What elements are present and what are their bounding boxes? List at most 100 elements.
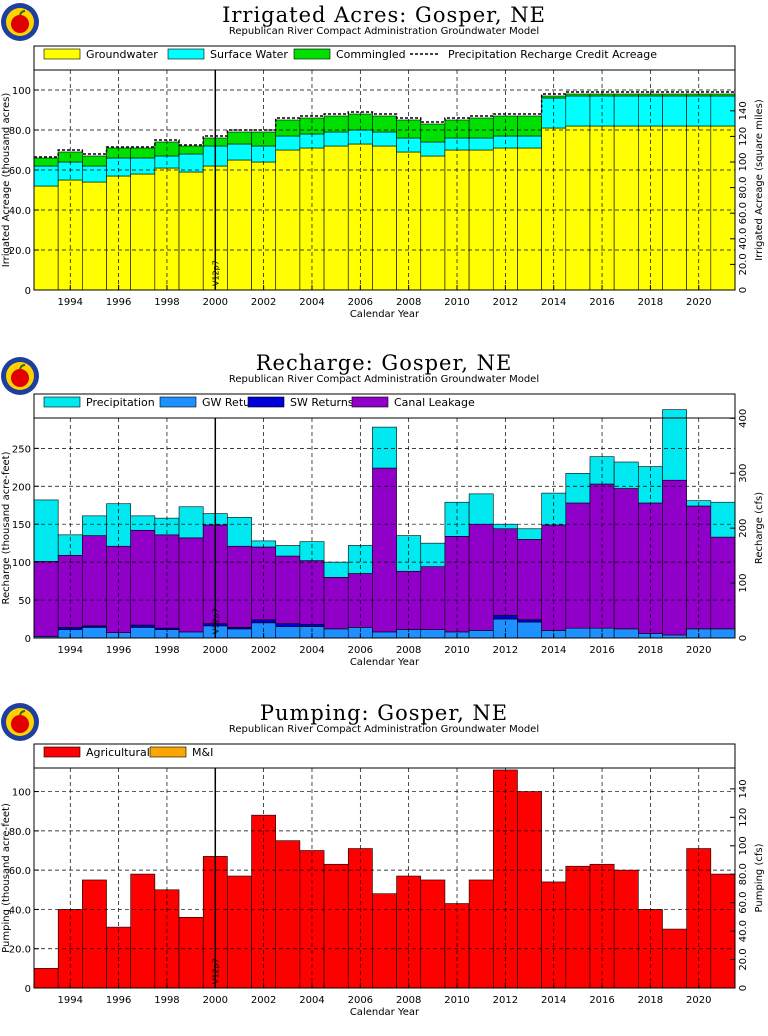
bar-segment: [517, 147, 542, 291]
x-tick-label: 2016: [589, 645, 614, 656]
y-tick-label: 40.0: [9, 905, 31, 916]
bar-segment: [275, 555, 301, 624]
bar-segment: [613, 95, 639, 127]
legend-label: Agricultural: [86, 746, 150, 759]
x-tick-label: 1996: [106, 645, 131, 656]
y2-tick-label: 140: [738, 779, 749, 798]
bar-segment: [130, 627, 156, 639]
bar-segment: [420, 566, 446, 630]
x-tick-label: 2018: [638, 645, 663, 656]
bar-segment: [372, 115, 397, 133]
bar-segment: [420, 542, 446, 567]
x-tick-label: 1996: [106, 995, 131, 1006]
bar-segment: [541, 127, 567, 291]
bar-segment: [565, 502, 591, 629]
bar-segment: [106, 157, 131, 177]
legend-label: Surface Water: [210, 48, 288, 61]
recharge-panel: Recharge: Gosper, NE Republican River Co…: [0, 348, 768, 686]
bar-segment: [420, 629, 446, 639]
y2-tick-label: 120: [738, 808, 749, 827]
logo-graphic: [1, 703, 39, 741]
x-axis-label: Calendar Year: [350, 1007, 420, 1018]
y-axis-label: Recharge (thousand acre-feet): [1, 451, 12, 604]
bar-segment: [565, 473, 591, 504]
bar-segment: [178, 171, 204, 291]
bar-segment: [710, 125, 736, 291]
legend-label: SW Returns: [290, 396, 354, 409]
plot-frame: [33, 45, 736, 291]
bar-segment: [517, 539, 542, 621]
legend-label: Groundwater: [86, 48, 158, 61]
bar-segment: [130, 173, 156, 291]
x-axis-label: Calendar Year: [350, 657, 420, 668]
pumping-panel: Pumping: Gosper, NE Republican River Com…: [0, 698, 768, 1024]
logo-stem: [19, 10, 26, 16]
y-tick-label: 100: [12, 788, 31, 799]
logo-stem: [19, 710, 26, 716]
grid-lines: [34, 768, 735, 988]
bar-segment: [227, 517, 252, 547]
legend-swatch: [43, 746, 81, 758]
bar-segment: [662, 479, 687, 636]
x-tick-label: 2000: [203, 645, 228, 656]
legend-swatch: [43, 48, 81, 60]
bar-segment: [178, 916, 204, 989]
logo-stem: [19, 364, 26, 370]
x-tick-label: 2020: [686, 645, 711, 656]
x-tick-label: 1998: [154, 995, 179, 1006]
y2-tick-label: 40.0: [738, 920, 749, 942]
bar-segment: [178, 153, 204, 173]
bar-segment: [275, 135, 301, 151]
grid-lines: [34, 70, 735, 290]
bar-segment: [323, 145, 349, 291]
bar-segment: [227, 131, 252, 145]
irrigated-chart: V12p7 Groundwater Surface Water Commingled P…: [1, 45, 765, 320]
bar-segment: [275, 623, 301, 627]
bar-segment: [468, 149, 494, 291]
precip-credit-line: [34, 91, 735, 158]
bar-segment: [33, 561, 59, 637]
bar-segment: [82, 181, 107, 291]
bar-segment: [323, 131, 349, 147]
y-tick-label: 20.0: [9, 246, 31, 257]
y-tick-label: 80.0: [9, 827, 31, 838]
y-axis-label: Irrigated Acreage (thousand acres): [1, 93, 12, 268]
irrigated-panel: Irrigated Acres: Gosper, NE Republican R…: [0, 0, 768, 338]
x-tick-label: 2004: [299, 995, 324, 1006]
bar-segment: [227, 875, 252, 989]
logo-apple: [11, 369, 29, 387]
bar-segment: [468, 630, 494, 639]
x-tick-label: 2008: [396, 995, 421, 1006]
bar-segment: [178, 537, 204, 633]
y2-tick-label: 40.0: [738, 228, 749, 250]
y-tick-label: 60.0: [9, 866, 31, 877]
y2-tick-label: 140: [738, 101, 749, 120]
y2-axis-label: Irrigated Acreage (square miles): [754, 99, 765, 261]
y-tick-label: 80.0: [9, 126, 31, 137]
version-marker-label: V12p7: [211, 958, 220, 984]
y2-tick-label: 100: [738, 836, 749, 855]
bar-group: [33, 93, 736, 291]
bar-segment: [372, 145, 397, 291]
y2-tick-label: 20.0: [738, 253, 749, 275]
bar-segment: [33, 165, 59, 187]
legend-label: M&I: [192, 746, 213, 759]
y-tick-label: 40.0: [9, 206, 31, 217]
bar-segment: [662, 95, 687, 127]
bar-segment: [613, 461, 639, 489]
y-tick-label: 100: [12, 86, 31, 97]
bar-segment: [154, 167, 180, 291]
y2-tick-label: 80.0: [738, 863, 749, 885]
y-tick-label: 0: [25, 984, 31, 995]
bar-segment: [275, 626, 301, 639]
y-tick-label: 60.0: [9, 166, 31, 177]
legend-swatch: [159, 396, 197, 408]
y2-tick-label: 300: [738, 464, 749, 483]
bar-segment: [275, 119, 301, 137]
bar-segment: [82, 165, 107, 183]
bar-segment: [178, 145, 204, 155]
bar-segment: [517, 115, 542, 137]
y2-axis-label: Recharge (cfs): [754, 492, 765, 564]
bar-segment: [227, 143, 252, 161]
bar-segment: [323, 628, 349, 639]
